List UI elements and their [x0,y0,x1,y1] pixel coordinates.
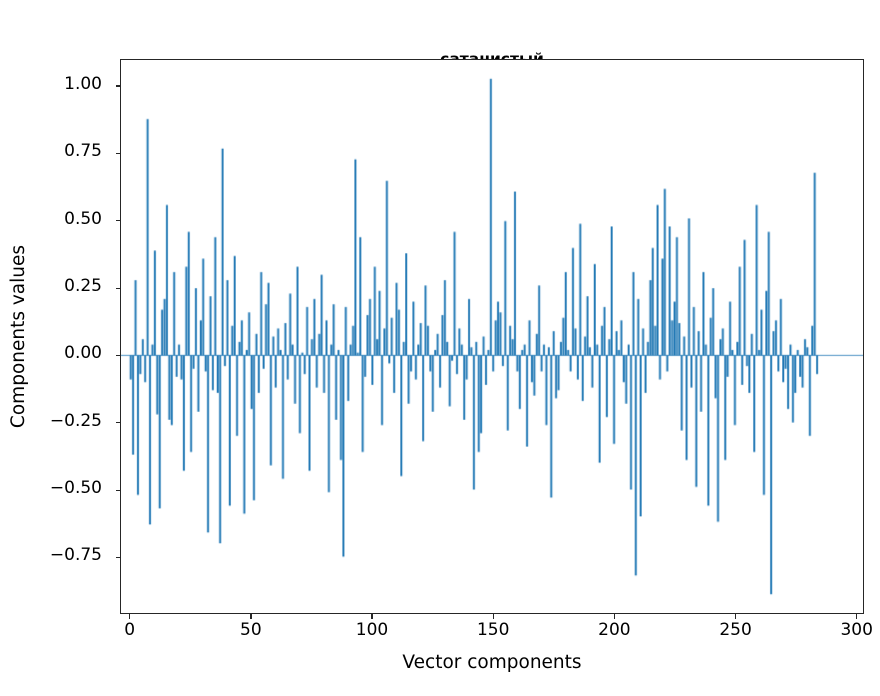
y-tick-label: −0.25 [49,410,102,431]
x-tick-label: 250 [719,620,752,640]
y-tick-label: 1.00 [64,73,102,94]
x-tick-mark [856,614,858,619]
x-tick-mark [492,614,494,619]
y-tick-label: 0.00 [64,343,102,364]
y-tick-label: 0.25 [64,276,102,296]
x-tick-label: 150 [476,620,510,640]
x-tick-mark [250,614,252,619]
x-tick-label: 200 [598,620,631,640]
x-axis-label: Vector components [402,652,582,673]
x-tick-mark [129,614,131,619]
y-tick-mark [115,489,120,491]
x-tick-mark [371,614,373,619]
y-tick-mark [115,422,120,424]
y-tick-mark [115,287,120,289]
x-tick-label: 0 [124,620,136,640]
y-tick-mark [115,152,120,155]
y-tick-label: −0.75 [49,545,102,566]
plot-area [120,59,864,614]
x-tick-label: 100 [355,620,389,640]
y-tick-label: 0.50 [64,208,102,229]
y-tick-mark [115,556,120,559]
bar-series-canvas [121,60,863,613]
y-tick-mark [115,220,120,222]
y-tick-label: −0.50 [49,478,102,499]
x-tick-label: 50 [240,620,262,640]
x-tick-mark [734,614,737,619]
y-tick-mark [115,85,120,87]
y-tick-label: 0.75 [64,141,102,162]
x-tick-mark [613,614,616,619]
x-tick-label: 300 [840,620,873,640]
y-tick-mark [115,354,120,357]
